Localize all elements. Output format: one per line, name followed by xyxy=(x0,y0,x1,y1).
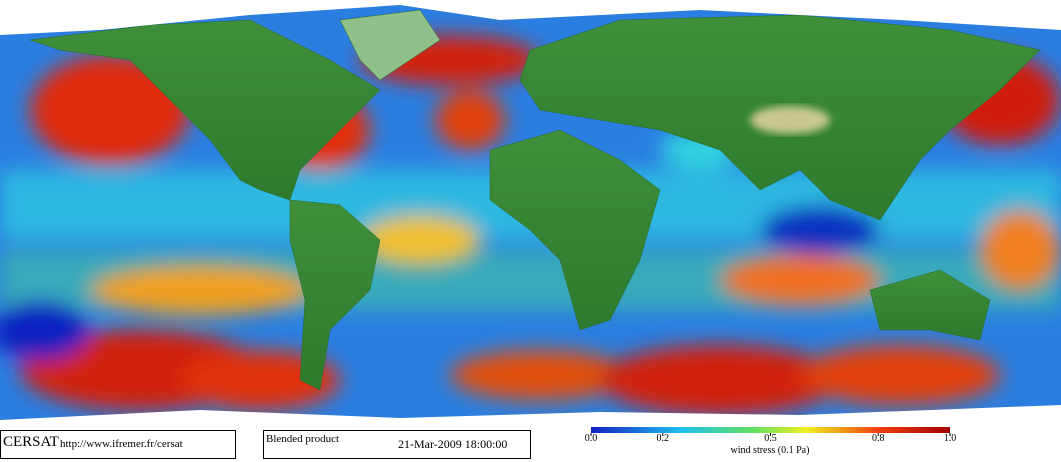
colorbar-tick-label: 0.5 xyxy=(764,433,777,444)
colorbar-tick-label: 1.0 xyxy=(944,433,957,444)
colorbar-tick-label: 0.8 xyxy=(872,433,885,444)
logo: CERSAT xyxy=(3,434,59,450)
credit-box xyxy=(0,430,236,459)
africa xyxy=(489,129,661,331)
colorbar-tick-label: 0.2 xyxy=(657,433,670,444)
date: 21-Mar-2009 18:00:00 xyxy=(398,437,507,451)
polar-ice xyxy=(0,0,1061,428)
footer-bar: CERSAT http://www.ifremer.fr/cersat Blen… xyxy=(0,427,1061,462)
url: http://www.ifremer.fr/cersat xyxy=(60,438,183,450)
product: Blended product xyxy=(266,433,339,445)
australia xyxy=(869,269,991,341)
land xyxy=(29,9,1041,391)
product-box xyxy=(263,430,531,459)
tibet-plateau xyxy=(750,106,830,134)
greenland xyxy=(339,9,441,81)
colorbar-label: wind stress (0.1 Pa) xyxy=(731,445,810,456)
south-america xyxy=(289,199,381,391)
colorbar-tick-label: 0.0 xyxy=(585,433,598,444)
colorbar xyxy=(591,427,950,433)
